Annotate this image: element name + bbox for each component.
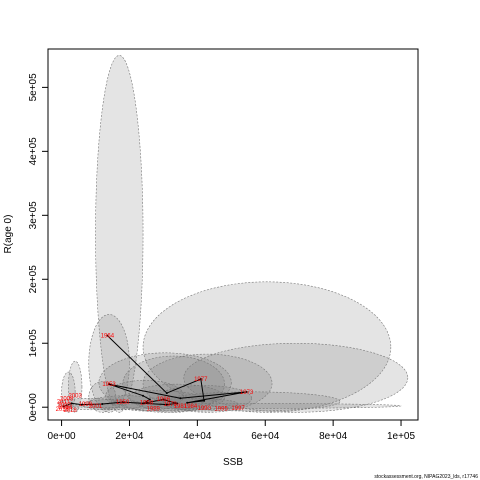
trajectory-point	[245, 390, 248, 393]
year-label: 2001	[89, 404, 103, 410]
trajectory-point	[108, 383, 111, 386]
uncertainty-ellipses	[57, 55, 409, 413]
uncertainty-ellipse	[61, 371, 76, 413]
uncertainty-ellipse	[183, 342, 409, 413]
year-label: 2008	[60, 396, 74, 402]
year-label: 2012	[58, 403, 72, 409]
year-label: 1995	[214, 406, 228, 412]
trajectory-point	[70, 402, 73, 405]
y-axis-title: R(age 0)	[3, 215, 14, 254]
year-label: 1950	[116, 400, 130, 406]
year-label: 2014	[59, 405, 73, 411]
year-label: 2018	[63, 408, 77, 414]
trajectory-point	[142, 394, 145, 397]
y-tick-label: 5e+05	[28, 73, 39, 102]
recruitment-trajectory	[62, 334, 248, 408]
x-tick-label: 6e+04	[251, 431, 280, 442]
year-label: 2016	[56, 407, 70, 413]
uncertainty-ellipse	[149, 397, 239, 411]
year-label: 1989	[147, 406, 161, 412]
y-tick-label: 3e+05	[28, 201, 39, 230]
uncertainty-ellipse	[163, 391, 341, 412]
trajectory-point	[165, 403, 168, 406]
year-label: 1981	[174, 404, 188, 410]
caption: stockassessment.org, NIPAG2023_lds, r177…	[374, 474, 478, 480]
trajectory-point	[179, 397, 182, 400]
trajectory-point	[162, 398, 165, 401]
year-label: 1990	[197, 406, 211, 412]
trajectory-point	[175, 402, 178, 405]
trajectory-point	[148, 398, 151, 401]
uncertainty-ellipse	[95, 55, 144, 413]
x-tick-label: 4e+04	[183, 431, 212, 442]
y-axis: 0e+00 1e+05 2e+05 3e+05 4e+05 5e+05	[28, 73, 49, 422]
year-label: 1979	[164, 402, 178, 408]
trajectory-point	[121, 401, 124, 404]
year-label: 2011	[57, 399, 71, 405]
x-tick-label: 2e+04	[115, 431, 144, 442]
y-tick-label: 1e+05	[28, 329, 39, 358]
trajectory-point	[142, 402, 145, 405]
y-tick-label: 2e+05	[28, 265, 39, 294]
trajectory-point	[186, 401, 189, 404]
trajectory-point	[165, 392, 168, 395]
year-label: 2003	[68, 394, 82, 400]
year-label: 1984	[184, 404, 198, 410]
trajectory-point	[101, 403, 104, 406]
year-label: 1997	[231, 406, 245, 412]
uncertainty-ellipse	[61, 403, 402, 409]
x-tick-label: 0e+00	[48, 431, 77, 442]
year-label: 1999	[79, 402, 93, 408]
trajectory-point	[65, 404, 68, 407]
x-tick-label: 1e+05	[387, 431, 416, 442]
trajectory-line	[63, 335, 247, 408]
year-label: 1986	[157, 397, 171, 403]
trajectory-point	[62, 405, 65, 408]
uncertainty-ellipse	[142, 281, 392, 413]
x-tick-label: 8e+04	[319, 431, 348, 442]
y-tick-label: 4e+05	[28, 137, 39, 166]
y-tick-label: 0e+00	[28, 393, 39, 422]
x-axis: 0e+00 2e+04 4e+04 6e+04 8e+04 1e+05	[48, 419, 416, 442]
trajectory-point	[106, 334, 109, 337]
year-label: 1973	[240, 390, 254, 396]
trajectory-point	[199, 378, 202, 381]
x-axis-title: SSB	[223, 457, 243, 468]
year-label: 1977	[194, 377, 208, 383]
year-label: 1964	[101, 334, 115, 340]
year-label: 1958	[140, 401, 154, 407]
year-label: 1953	[102, 382, 116, 388]
trajectory-point	[203, 399, 206, 402]
trajectory-point	[80, 403, 83, 406]
